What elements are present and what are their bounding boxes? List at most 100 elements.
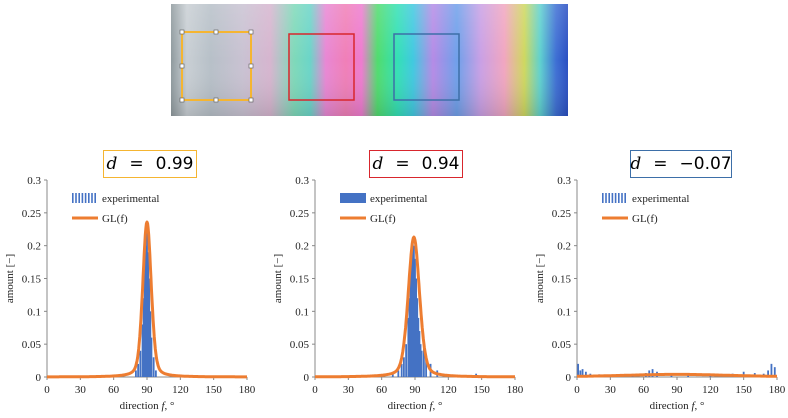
legend-experimental-swatch [602, 193, 604, 203]
experimental-bar [770, 363, 773, 377]
experimental-bar [139, 350, 142, 377]
badge-number: 0.94 [421, 154, 460, 174]
badge-equals: = [129, 154, 144, 174]
y-tick-label: 0.25 [22, 208, 42, 220]
y-tick-label: 0.1 [27, 306, 41, 318]
x-tick-label: 0 [312, 384, 318, 396]
x-tick-label: 0 [44, 384, 50, 396]
legend-experimental-swatch [84, 193, 87, 203]
x-tick-label: 90 [142, 384, 154, 396]
experimental-bar [581, 369, 584, 377]
badge-equals: = [653, 154, 668, 174]
badge-d-value: d = 0.94 [369, 150, 463, 178]
y-tick-label: 0.2 [557, 241, 571, 253]
y-tick-label: 0.15 [552, 274, 572, 286]
legend-experimental-swatch [618, 193, 620, 203]
y-tick-label: 0 [566, 372, 572, 384]
badge-number: −0.07 [679, 154, 732, 174]
legend-experimental-swatch [91, 193, 93, 203]
experimental-bar [425, 357, 428, 377]
legend-experimental-swatch [88, 193, 90, 203]
experimental-bar [670, 375, 673, 377]
experimental-bar [141, 324, 144, 377]
x-axis-label: direction f, ° [388, 400, 443, 412]
experimental-bar [148, 278, 151, 377]
legend-experimental-swatch [611, 193, 614, 203]
x-tick-label: 150 [735, 384, 752, 396]
y-tick-label: 0 [36, 372, 42, 384]
legend-experimental-swatch [608, 193, 610, 203]
experimental-bar [143, 265, 146, 377]
legend-experimental-swatch [340, 193, 366, 203]
experimental-bar [410, 252, 413, 377]
x-tick-label: 60 [108, 384, 120, 396]
x-tick-label: 0 [574, 384, 580, 396]
experimental-bar [400, 363, 403, 377]
y-tick-label: 0.2 [27, 241, 41, 253]
experimental-bar [402, 357, 405, 377]
experimental-bar [579, 370, 582, 377]
badge-number: 0.99 [155, 154, 194, 174]
experimental-bar [420, 350, 423, 377]
x-label-variable: f [691, 400, 696, 412]
x-tick-label: 180 [769, 384, 786, 396]
y-axis-label: amount [−] [4, 254, 16, 303]
x-label-unit: , ° [433, 400, 443, 412]
x-tick-label: 60 [638, 384, 650, 396]
experimental-bar [419, 344, 422, 377]
x-tick-label: 120 [172, 384, 189, 396]
x-label-text: direction [388, 400, 430, 412]
chart-panel-2: d = 0.94 0 0.05 0.1 0.15 0.2 0.25 0.3 0 30 60 90 12… [268, 148, 530, 416]
legend-experimental-swatch [78, 193, 80, 203]
x-tick-label: 60 [376, 384, 388, 396]
x-tick-label: 90 [410, 384, 422, 396]
legend-experimental-swatch [75, 193, 77, 203]
experimental-bar [408, 298, 411, 377]
x-tick-label: 150 [473, 384, 490, 396]
y-tick-label: 0.3 [27, 175, 41, 187]
legend-gl-label: GL(f) [102, 213, 128, 225]
chart-1: 0 0.05 0.1 0.15 0.2 0.25 0.3 0 30 60 90 120 150 180 am… [4, 175, 256, 412]
experimental-bar [149, 311, 152, 377]
chart-3: 0 0.05 0.1 0.15 0.2 0.25 0.3 0 30 60 90 120 150 180 am… [534, 175, 786, 412]
legend-gl-label: GL(f) [632, 213, 658, 225]
experimental-bar [422, 344, 425, 377]
legend-experimental-swatch [621, 193, 623, 203]
y-axis-label: amount [−] [272, 254, 284, 303]
y-tick-label: 0.05 [552, 339, 572, 351]
legend-experimental-swatch [72, 193, 74, 203]
experimental-bar [415, 278, 418, 377]
legend-experimental-swatch [81, 193, 84, 203]
y-tick-label: 0 [304, 372, 310, 384]
gl-fit-curve [576, 372, 778, 378]
experimental-bar [142, 298, 145, 377]
middle-selection-box [288, 33, 355, 101]
badge-variable: d [630, 154, 642, 174]
experimental-bar [773, 367, 776, 377]
y-axis-label: amount [−] [534, 254, 546, 303]
badge-variable: d [106, 154, 118, 174]
left-selection-box[interactable] [179, 29, 254, 103]
experimental-bar [407, 317, 410, 377]
experimental-bar [391, 373, 394, 377]
experimental-bar [405, 344, 408, 377]
y-tick-label: 0.1 [295, 306, 309, 318]
x-tick-label: 30 [75, 384, 87, 396]
experimental-bar [414, 258, 416, 377]
gl-fit-curve [46, 220, 248, 379]
badge-d-value: d = −0.07 [630, 150, 732, 178]
x-tick-label: 180 [507, 384, 524, 396]
x-tick-label: 90 [672, 384, 684, 396]
x-label-unit: , ° [165, 400, 175, 412]
experimental-bar [411, 239, 414, 377]
experimental-bar [412, 245, 415, 377]
x-tick-label: 30 [605, 384, 617, 396]
legend-experimental-label: experimental [370, 193, 427, 205]
y-tick-label: 0.2 [295, 241, 309, 253]
y-tick-label: 0.05 [290, 339, 310, 351]
x-tick-label: 120 [702, 384, 719, 396]
x-label-unit: , ° [695, 400, 705, 412]
x-label-text: direction [120, 400, 162, 412]
chart-panel-3: d = −0.07 0 0.05 0.1 0.15 0.2 0.25 0.3 0 30 60 90 1… [530, 148, 788, 416]
experimental-bar [150, 337, 153, 377]
